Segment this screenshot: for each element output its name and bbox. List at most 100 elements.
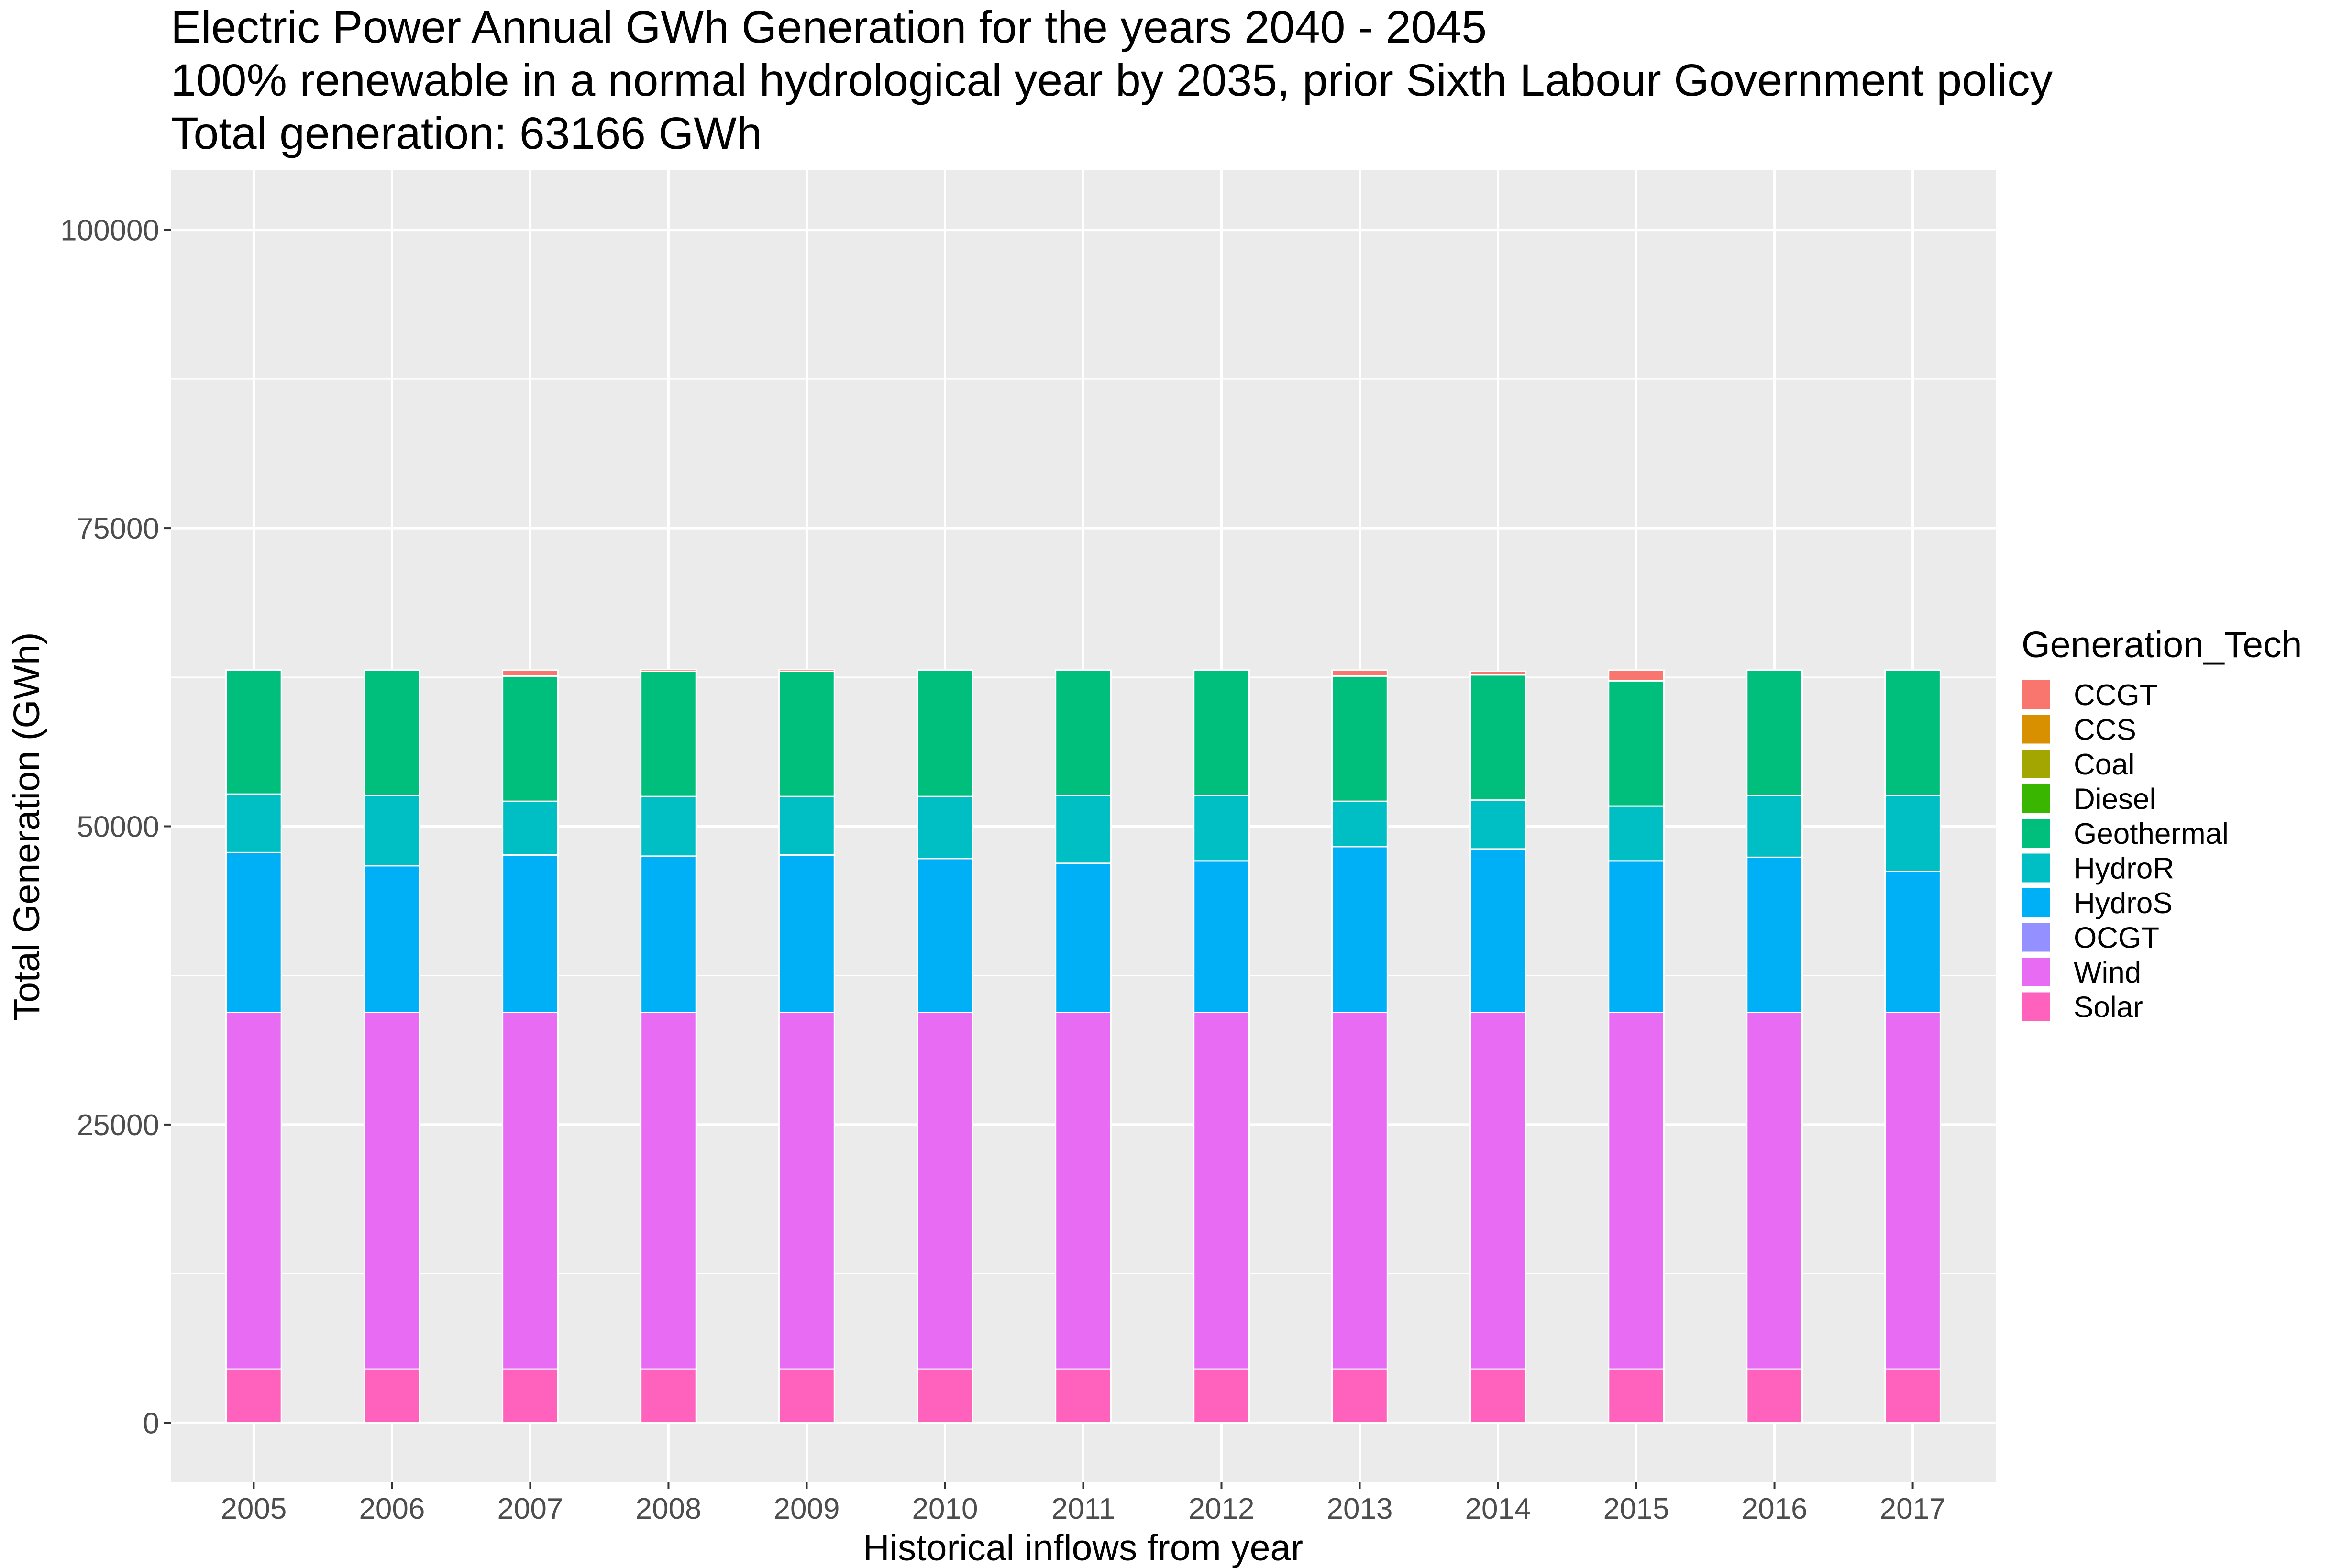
bar-segment-hydror [1055, 795, 1112, 864]
bar-segment-solar [1884, 1368, 1941, 1424]
bar-segment-wind [225, 1012, 282, 1370]
bar-segment-hydros [1055, 862, 1112, 1014]
legend-label: Geothermal [2074, 817, 2229, 850]
bar-segment-ccgt [502, 669, 559, 677]
bar-segment-ccgt [778, 669, 835, 672]
x-tick-label: 2010 [912, 1492, 978, 1525]
legend-key-geothermal [2022, 819, 2050, 848]
x-tick-label: 2016 [1742, 1492, 1808, 1525]
bar-segment-geothermal [1469, 674, 1526, 801]
x-tick-label: 2005 [221, 1492, 287, 1525]
bar-segment-hydros [1331, 846, 1388, 1014]
bar-segment-geothermal [640, 670, 697, 797]
legend-key-coal [2022, 750, 2050, 778]
bar-segment-hydros [364, 865, 420, 1014]
bar-segment-geothermal [1746, 669, 1803, 796]
bar-segment-hydror [1608, 805, 1665, 862]
bar-segment-ccgt [640, 669, 697, 672]
bar-segment-hydros [1608, 860, 1665, 1014]
legend-label: Wind [2074, 956, 2141, 989]
x-axis: 2005 2006 2007 2008 2009 2010 2011 2012 2013 2014… [221, 1482, 1946, 1525]
bar-segment-hydror [778, 795, 835, 856]
bar-segment-solar [640, 1368, 697, 1424]
bar-segment-wind [364, 1012, 420, 1370]
bar-segment-geothermal [917, 669, 973, 797]
bar-segment-solar [502, 1368, 559, 1424]
bar-segment-geothermal [1331, 675, 1388, 802]
legend-key-solar [2022, 992, 2050, 1021]
legend-label: Coal [2074, 748, 2135, 781]
y-tick-label: 75000 [77, 512, 159, 545]
legend-key-ocgt [2022, 923, 2050, 952]
x-tick-label: 2017 [1880, 1492, 1946, 1525]
bar-segment-wind [1055, 1012, 1112, 1370]
legend-key-ccgt [2022, 680, 2050, 709]
bar-segment-wind [1193, 1012, 1250, 1370]
legend-title: Generation_Tech [2022, 624, 2302, 665]
bar-segment-solar [225, 1368, 282, 1424]
bar-segment-geothermal [1055, 669, 1112, 796]
bar-segment-hydros [640, 855, 697, 1014]
bar-segment-hydros [225, 851, 282, 1014]
y-tick-label: 25000 [77, 1109, 159, 1142]
y-tick-label: 0 [143, 1407, 159, 1440]
bar-segment-solar [1608, 1368, 1665, 1424]
bar-segment-wind [502, 1012, 559, 1370]
x-tick-label: 2009 [774, 1492, 840, 1525]
legend-label: Diesel [2074, 783, 2156, 816]
bar-segment-wind [917, 1012, 973, 1370]
bar-segment-solar [778, 1368, 835, 1424]
bar-segment-hydror [917, 795, 973, 860]
bar-segment-wind [1608, 1012, 1665, 1370]
bar-segment-geothermal [1193, 669, 1250, 796]
x-tick-label: 2007 [497, 1492, 563, 1525]
bar-segment-geothermal [502, 675, 559, 802]
bar-segment-wind [1884, 1012, 1941, 1370]
bar-segment-solar [1746, 1368, 1803, 1424]
x-tick-label: 2014 [1465, 1492, 1531, 1525]
bar-segment-geothermal [225, 669, 282, 795]
bar-segment-hydror [640, 795, 697, 857]
bar-segment-ccgt [1469, 670, 1526, 676]
y-axis-title: Total Generation (GWh) [6, 632, 47, 1021]
bar-segment-solar [364, 1368, 420, 1424]
bar-segment-ccgt [1331, 669, 1388, 677]
bar-segment-hydror [1331, 800, 1388, 848]
legend-key-wind [2022, 958, 2050, 986]
legend-key-ccs [2022, 715, 2050, 744]
bar-segment-wind [1469, 1012, 1526, 1370]
bar-segment-hydror [1884, 795, 1941, 872]
legend-key-hydros [2022, 888, 2050, 917]
bar-segment-wind [1331, 1012, 1388, 1370]
x-tick-label: 2012 [1189, 1492, 1255, 1525]
bar-segment-hydror [225, 793, 282, 853]
bar-segment-wind [1746, 1012, 1803, 1370]
legend-key-diesel [2022, 784, 2050, 813]
y-tick-label: 100000 [60, 214, 159, 247]
bars [225, 669, 1941, 1424]
legend-label: HydroR [2074, 852, 2174, 885]
legend-key-hydror [2022, 853, 2050, 883]
bar-segment-hydros [1469, 848, 1526, 1014]
bar-segment-hydros [1884, 871, 1941, 1014]
chart-title-line-2: 100% renewable in a normal hydrological … [171, 55, 2053, 106]
y-tick-label: 50000 [77, 811, 159, 844]
bar-segment-geothermal [1608, 680, 1665, 807]
bar-segment-hydror [1193, 795, 1250, 862]
bar-segment-geothermal [1884, 669, 1941, 796]
bar-segment-hydror [502, 800, 559, 856]
x-tick-label: 2013 [1327, 1492, 1393, 1525]
legend-label: CCS [2074, 714, 2136, 747]
bar-segment-geothermal [778, 670, 835, 797]
bar-segment-hydror [1746, 795, 1803, 858]
x-tick-label: 2006 [359, 1492, 425, 1525]
chart-title-line-1: Electric Power Annual GWh Generation for… [171, 2, 1487, 53]
bar-segment-hydros [1193, 860, 1250, 1014]
y-axis: 0 25000 50000 75000 100000 [60, 214, 171, 1440]
bar-segment-solar [1193, 1368, 1250, 1424]
chart-title-line-3: Total generation: 63166 GWh [171, 108, 762, 159]
bar-segment-hydror [364, 795, 420, 867]
legend: CCGTCCSCoalDieselGeothermalHydroRHydroSO… [2022, 679, 2229, 1024]
bar-segment-solar [917, 1368, 973, 1424]
